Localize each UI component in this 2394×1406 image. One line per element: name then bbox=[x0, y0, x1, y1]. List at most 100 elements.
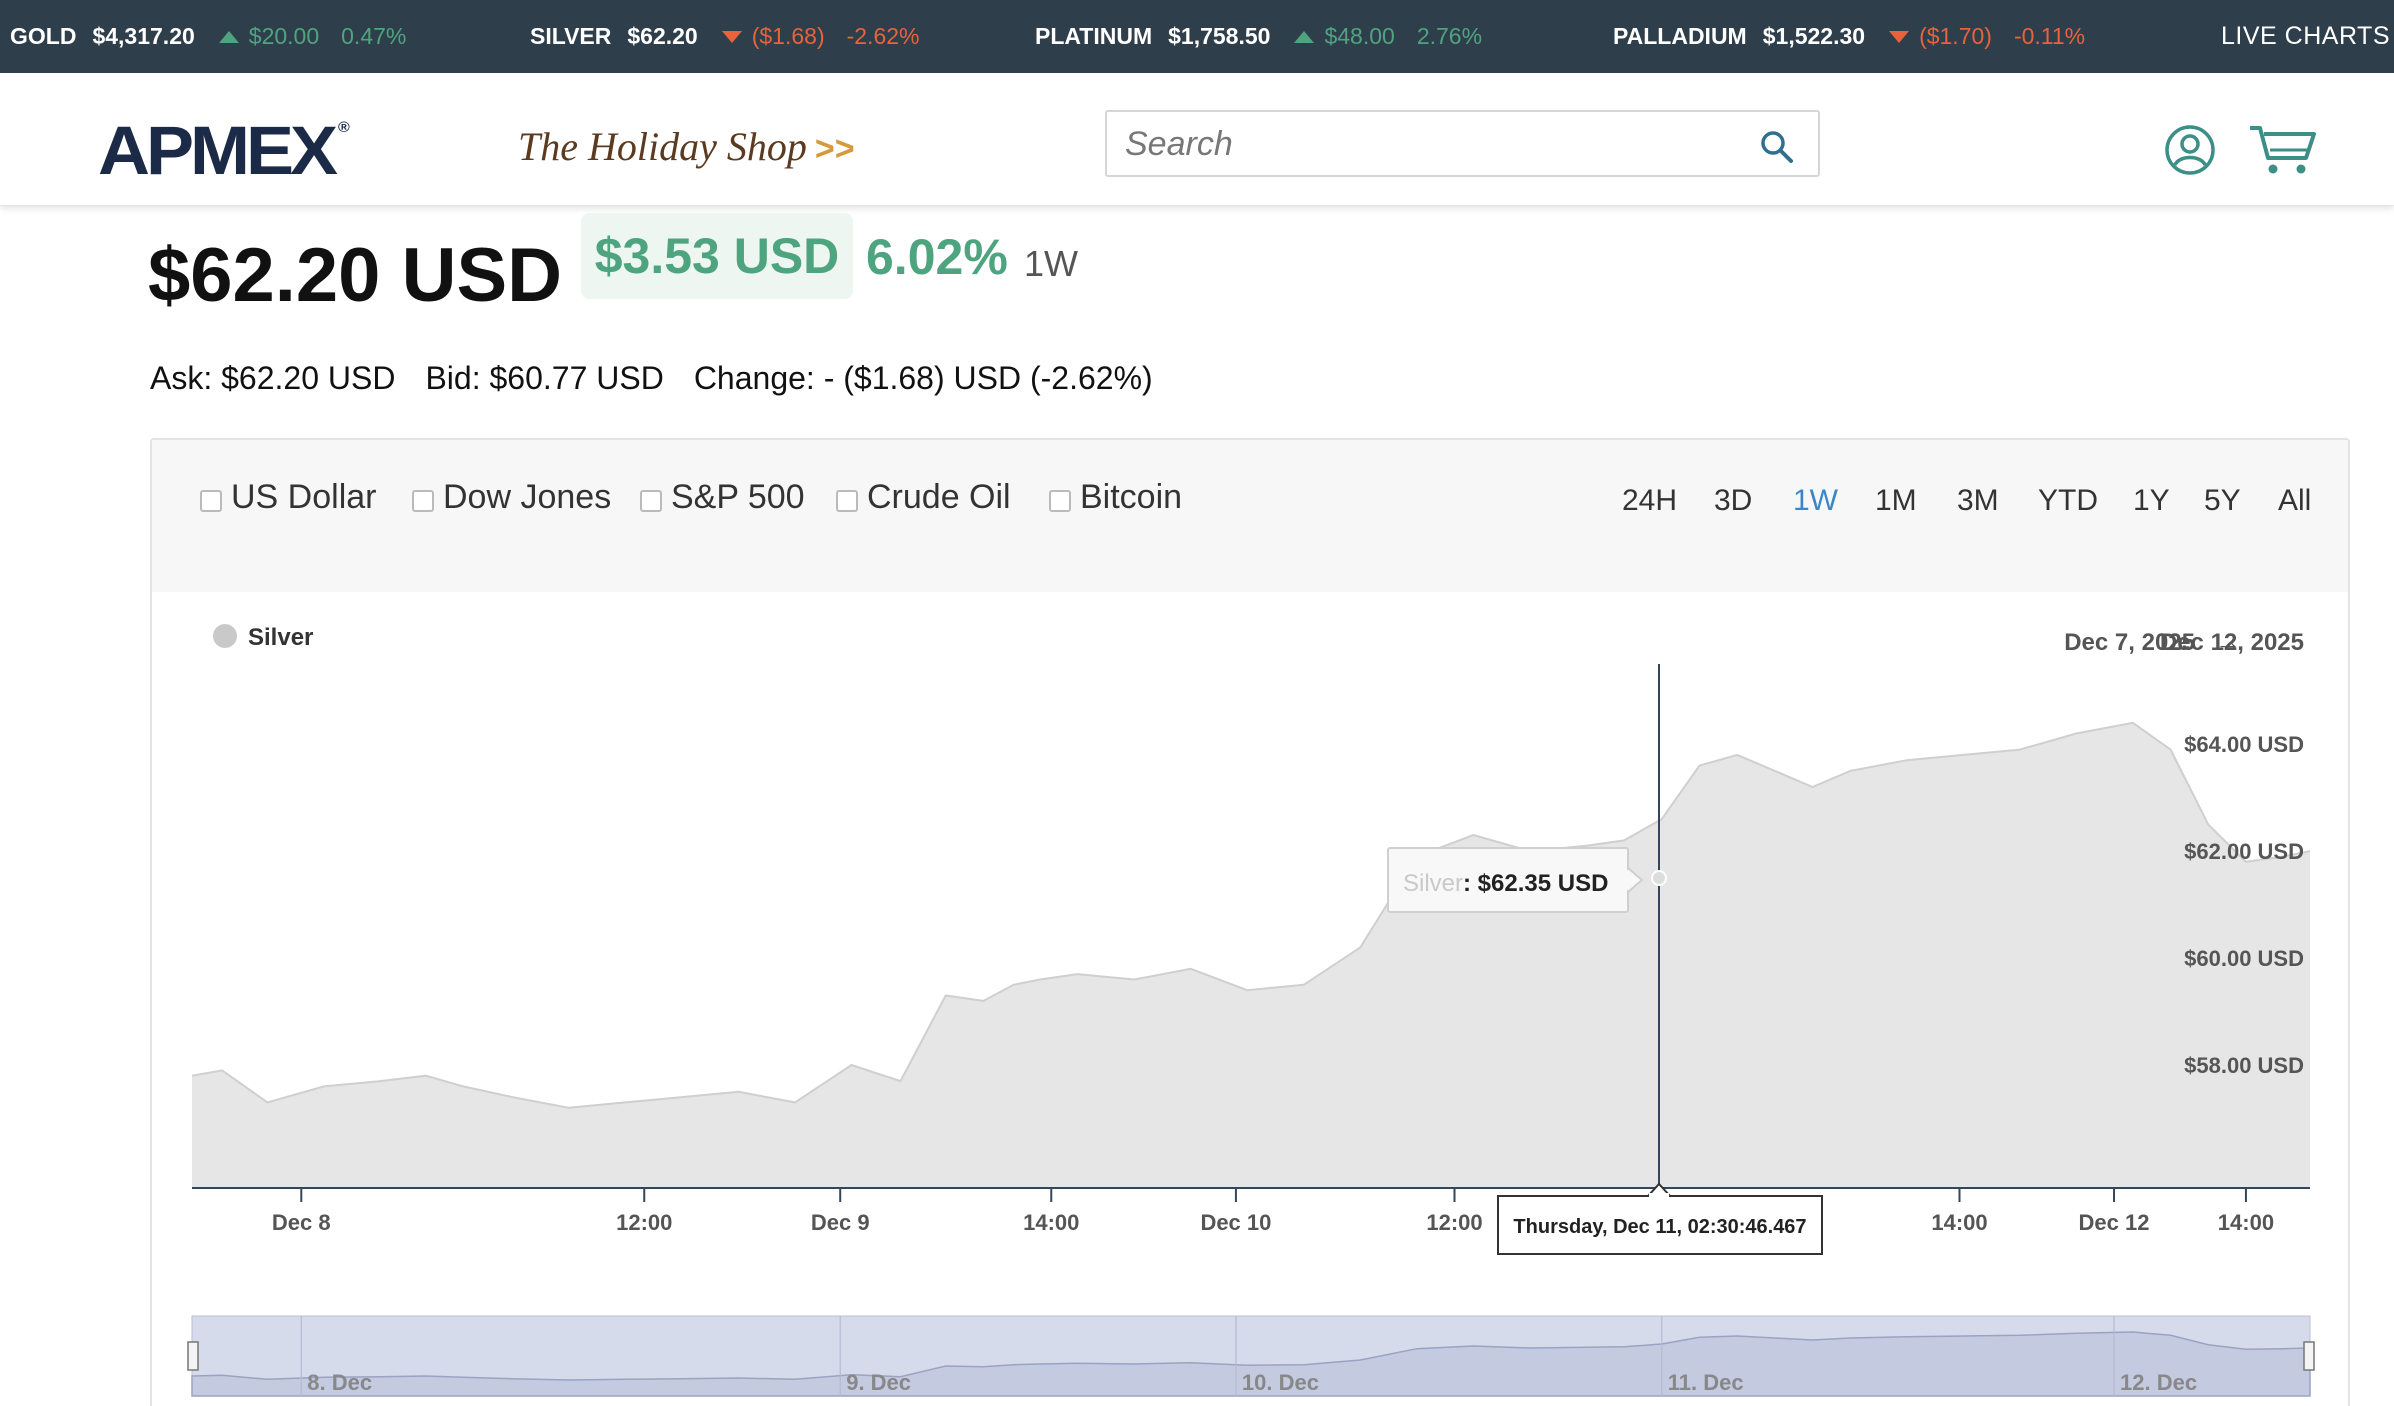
date-range: Dec 7, 2025 → Dec 12, 2025 bbox=[2064, 627, 2304, 657]
range-ytd[interactable]: YTD bbox=[2038, 484, 2098, 517]
compare-us-dollar[interactable]: US Dollar bbox=[200, 478, 376, 517]
ticker-item-palladium[interactable]: PALLADIUM $1,522.30 ($1.70) -0.11% bbox=[1613, 0, 2085, 73]
time-tooltip: Thursday, Dec 11, 02:30:46.467 bbox=[1497, 1182, 1823, 1255]
chart-legend[interactable]: Silver bbox=[213, 624, 313, 651]
legend-series-name: Silver bbox=[248, 624, 313, 651]
ticker-item-platinum[interactable]: PLATINUM $1,758.50 $48.00 2.76% bbox=[1035, 0, 1482, 73]
compare-dow-jones[interactable]: Dow Jones bbox=[412, 478, 611, 517]
live-charts-link[interactable]: LIVE CHARTS bbox=[2221, 22, 2390, 50]
ticker-change: $20.00 bbox=[248, 23, 320, 49]
y-tick-label: $62.00 USD bbox=[2184, 839, 2304, 864]
range-1m[interactable]: 1M bbox=[1875, 484, 1917, 517]
price-ticker-bar: GOLD $4,317.20 $20.00 0.47% SILVER $62.2… bbox=[0, 0, 2394, 73]
navigator-series bbox=[191, 1331, 2311, 1397]
user-icon[interactable] bbox=[2164, 124, 2216, 176]
x-tick-label: 14:00 bbox=[1023, 1210, 1079, 1235]
x-tick-label: 14:00 bbox=[1931, 1210, 1987, 1235]
date-range-start[interactable]: Dec 7, 2025 bbox=[2064, 629, 2195, 656]
search-input[interactable] bbox=[1125, 122, 1725, 166]
navigator-handle-left[interactable] bbox=[187, 1341, 199, 1371]
plot-area bbox=[191, 721, 2311, 1188]
hover-point bbox=[1651, 870, 1667, 886]
x-tick-label: Dec 10 bbox=[1200, 1210, 1271, 1235]
value-tooltip: Silver: $62.35 USD bbox=[1387, 847, 1644, 913]
y-tick-label: $64.00 USD bbox=[2184, 732, 2304, 757]
ticker-name: SILVER bbox=[530, 23, 612, 49]
tooltip-series: Silver bbox=[1403, 870, 1463, 897]
range-1w[interactable]: 1W bbox=[1793, 484, 1838, 517]
checkbox[interactable] bbox=[200, 489, 222, 512]
cart-icon[interactable] bbox=[2248, 122, 2318, 178]
navigator-label: 11. Dec bbox=[1668, 1370, 1744, 1395]
compare-label: Crude Oil bbox=[867, 478, 1011, 516]
ticker-percent: 2.76% bbox=[1416, 23, 1483, 49]
ticker-price: $1,758.50 bbox=[1168, 23, 1271, 49]
compare-label: Bitcoin bbox=[1080, 478, 1183, 516]
checkbox[interactable] bbox=[1049, 489, 1071, 512]
ticker-percent: -0.11% bbox=[2013, 23, 2086, 49]
x-tick-label: Dec 8 bbox=[272, 1210, 331, 1235]
date-range-end[interactable]: Dec 12, 2025 bbox=[2160, 629, 2304, 656]
range-3m[interactable]: 3M bbox=[1957, 484, 1999, 517]
range-24h[interactable]: 24H bbox=[1622, 484, 1678, 517]
x-tick-label: 12:00 bbox=[616, 1210, 672, 1235]
ticker-name: PLATINUM bbox=[1035, 23, 1153, 49]
double-chevron-icon: >> bbox=[814, 130, 855, 168]
ask-price: Ask: $62.20 USD bbox=[150, 360, 396, 396]
y-tick-label: $60.00 USD bbox=[2184, 946, 2304, 971]
arrow-up-icon bbox=[218, 30, 239, 43]
chart-toolbar: US Dollar Dow Jones S&P 500 Crude Oil Bi… bbox=[152, 440, 2348, 592]
change-period: 1W bbox=[1024, 243, 1078, 284]
ticker-change: $48.00 bbox=[1324, 23, 1395, 49]
logo-text: APMEX bbox=[98, 113, 338, 189]
ticker-name: GOLD bbox=[10, 23, 77, 49]
silver-price-chart[interactable]: Silver Dec 7, 2025 → Dec 12, 2025 $58.00… bbox=[152, 592, 2348, 1406]
current-price: $62.20 USD bbox=[148, 233, 563, 318]
ticker-price: $1,522.30 bbox=[1762, 23, 1866, 49]
ticker-percent: -2.62% bbox=[846, 23, 920, 49]
arrow-down-icon bbox=[1889, 30, 1910, 43]
range-3d[interactable]: 3D bbox=[1714, 484, 1753, 517]
range-5y[interactable]: 5Y bbox=[2204, 484, 2241, 517]
x-tick-label: Dec 12 bbox=[2079, 1210, 2150, 1235]
site-header: APMEX ® The Holiday Shop >> bbox=[0, 73, 2394, 206]
search-icon[interactable] bbox=[1760, 130, 1794, 164]
compare-sp500[interactable]: S&P 500 bbox=[640, 478, 805, 517]
ticker-item-silver[interactable]: SILVER $62.20 ($1.68) -2.62% bbox=[530, 0, 919, 73]
daily-change: Change: - ($1.68) USD (-2.62%) bbox=[693, 360, 1153, 396]
series-area bbox=[192, 722, 2310, 1188]
tooltip-value: : $62.35 USD bbox=[1463, 870, 1608, 897]
svg-text:Silver: $62.35 USD: Silver: $62.35 USD bbox=[1403, 870, 1608, 897]
arrow-down-icon bbox=[721, 30, 742, 43]
ticker-name: PALLADIUM bbox=[1613, 23, 1747, 49]
navigator-label: 9. Dec bbox=[846, 1370, 911, 1395]
ticker-change: ($1.70) bbox=[1919, 23, 1992, 49]
compare-label: S&P 500 bbox=[671, 478, 805, 516]
range-1y[interactable]: 1Y bbox=[2133, 484, 2170, 517]
navigator-handle-right[interactable] bbox=[2303, 1341, 2315, 1371]
navigator-label: 8. Dec bbox=[307, 1370, 372, 1395]
compare-bitcoin[interactable]: Bitcoin bbox=[1049, 478, 1182, 517]
holiday-shop-label: The Holiday Shop bbox=[518, 124, 807, 169]
price-change-amount: $3.53 USD bbox=[581, 213, 853, 299]
range-all[interactable]: All bbox=[2278, 484, 2312, 517]
arrow-up-icon bbox=[1294, 30, 1315, 43]
checkbox[interactable] bbox=[836, 489, 858, 512]
arrow-right-icon: → bbox=[2215, 627, 2241, 657]
x-axis: Dec 8 12:00 Dec 9 14:00 Dec 10 12:00 14:00 Dec … bbox=[192, 1187, 2310, 1235]
holiday-shop-link[interactable]: The Holiday Shop >> bbox=[518, 123, 855, 170]
checkbox[interactable] bbox=[412, 489, 434, 512]
y-axis: $58.00 USD $60.00 USD $62.00 USD $64.00 USD bbox=[2184, 732, 2304, 1078]
quote-details: Ask: $62.20 USD Bid: $60.77 USD Change: … bbox=[150, 360, 1153, 397]
ticker-item-gold[interactable]: GOLD $4,317.20 $20.00 0.47% bbox=[10, 0, 406, 73]
x-tick-label: Dec 9 bbox=[811, 1210, 870, 1235]
registered-mark: ® bbox=[338, 119, 350, 136]
compare-label: Dow Jones bbox=[443, 478, 612, 516]
legend-dot-icon bbox=[213, 624, 237, 648]
compare-crude-oil[interactable]: Crude Oil bbox=[836, 478, 1011, 517]
apmex-logo[interactable]: APMEX ® bbox=[98, 117, 350, 185]
y-tick-label: $58.00 USD bbox=[2184, 1053, 2304, 1078]
navigator[interactable]: 8. Dec 9. Dec 10. Dec 11. Dec 12. Dec bbox=[187, 1315, 2315, 1397]
checkbox[interactable] bbox=[640, 489, 662, 512]
compare-label: US Dollar bbox=[231, 478, 377, 516]
